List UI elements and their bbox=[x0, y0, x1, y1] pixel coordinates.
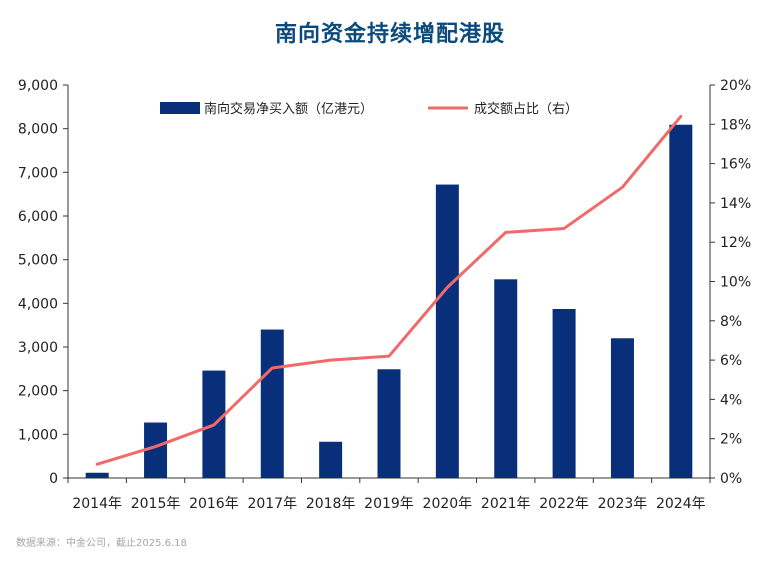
x-tick-label: 2018年 bbox=[306, 496, 356, 512]
bar bbox=[85, 472, 109, 478]
y-left-tick-label: 2,000 bbox=[18, 384, 58, 400]
x-tick-label: 2024年 bbox=[656, 496, 706, 512]
line-point bbox=[95, 463, 99, 466]
y-right-tick-label: 6% bbox=[720, 353, 742, 369]
line-point bbox=[271, 366, 274, 370]
legend-group: 南向交易净买入额（亿港元） 成交额占比（右） bbox=[160, 101, 578, 117]
line-point bbox=[387, 354, 391, 358]
y-left-tick-label: 4,000 bbox=[18, 296, 58, 312]
bar bbox=[377, 369, 401, 478]
bar bbox=[435, 184, 459, 478]
y-left-tick-label: 5,000 bbox=[18, 253, 58, 269]
y-right-tick-label: 2% bbox=[720, 432, 742, 448]
y-right-tick-label: 16% bbox=[720, 157, 751, 173]
y-right-tick-label: 4% bbox=[720, 392, 742, 408]
x-tick-label: 2023年 bbox=[598, 496, 648, 512]
line-point bbox=[621, 185, 624, 189]
y-right-tick-label: 14% bbox=[720, 196, 751, 212]
line-point bbox=[679, 115, 683, 118]
bar bbox=[319, 441, 343, 478]
x-tick-label: 2017年 bbox=[247, 496, 297, 512]
source-note: 数据来源：中金公司，截止2025.6.18 bbox=[16, 538, 187, 549]
y-right-tick-label: 18% bbox=[720, 117, 751, 133]
bar bbox=[669, 124, 693, 478]
x-tick-label: 2014年 bbox=[72, 496, 122, 512]
y-right-tick-label: 12% bbox=[720, 235, 751, 251]
legend-bar-label: 南向交易净买入额（亿港元） bbox=[204, 101, 373, 117]
y-right-tick-label: 10% bbox=[720, 275, 751, 291]
bar bbox=[144, 422, 168, 478]
y-left-tick-label: 1,000 bbox=[18, 427, 58, 443]
y-left-tick-label: 6,000 bbox=[18, 209, 58, 225]
line-point bbox=[562, 227, 566, 230]
bars-group bbox=[85, 124, 693, 478]
y-left-tick-label: 3,000 bbox=[18, 340, 58, 356]
y-left-tick-label: 0 bbox=[49, 471, 58, 487]
x-tick-label: 2016年 bbox=[189, 496, 239, 512]
x-tick-label: 2020年 bbox=[423, 496, 473, 512]
x-tick-label: 2022年 bbox=[539, 496, 589, 512]
legend-line-label: 成交额占比（右） bbox=[474, 101, 578, 117]
line-point bbox=[446, 286, 449, 289]
line-group bbox=[95, 114, 683, 466]
y-left-tick-label: 7,000 bbox=[18, 165, 58, 181]
bar bbox=[494, 279, 518, 478]
legend-bar-swatch bbox=[160, 102, 200, 114]
line-point bbox=[154, 445, 157, 448]
y-left-tick-label: 8,000 bbox=[18, 122, 58, 138]
line-point bbox=[212, 423, 216, 427]
chart-title: 南向资金持续增配港股 bbox=[274, 22, 505, 47]
x-tick-label: 2021年 bbox=[481, 496, 531, 512]
line-point bbox=[329, 358, 332, 362]
bar bbox=[610, 338, 634, 478]
bar bbox=[260, 329, 284, 478]
y-right-tick-label: 0% bbox=[720, 471, 742, 487]
y-left-tick-label: 9,000 bbox=[18, 78, 58, 94]
axes-group: 0 1,000 2,000 3,000 4,000 5,000 6,000 7,000 8,00… bbox=[18, 78, 751, 512]
x-tick-label: 2015年 bbox=[131, 496, 181, 512]
x-tick-label: 2019年 bbox=[364, 496, 414, 512]
y-right-tick-label: 20% bbox=[720, 78, 751, 94]
line-point bbox=[504, 231, 507, 234]
y-right-tick-label: 8% bbox=[720, 314, 742, 330]
bar bbox=[552, 309, 576, 478]
